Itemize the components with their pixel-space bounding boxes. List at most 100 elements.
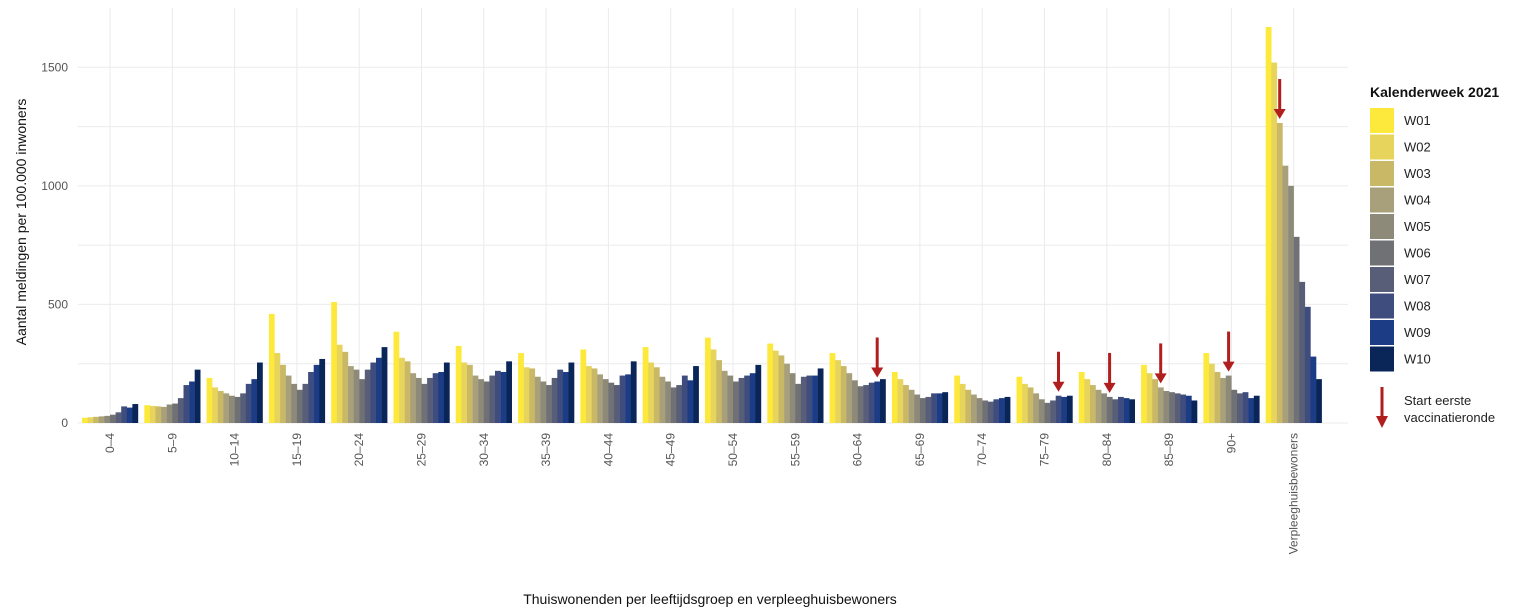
bar bbox=[665, 381, 671, 423]
bar bbox=[132, 404, 139, 423]
bar bbox=[342, 351, 349, 423]
bar bbox=[1265, 26, 1272, 423]
bar bbox=[251, 379, 258, 423]
x-tick-label: 55–59 bbox=[788, 433, 802, 467]
legend-label: W09 bbox=[1404, 325, 1431, 340]
x-tick-label: 25–29 bbox=[415, 433, 429, 467]
bar bbox=[1316, 379, 1322, 423]
bar bbox=[868, 382, 875, 423]
bar bbox=[467, 364, 473, 423]
bar bbox=[1174, 393, 1181, 423]
bar bbox=[897, 379, 904, 423]
bar bbox=[1220, 377, 1226, 423]
bar bbox=[738, 377, 745, 423]
bar bbox=[1090, 385, 1096, 423]
bar bbox=[1203, 353, 1210, 423]
y-axis-ticks: 0 500 1000 1500 bbox=[41, 60, 68, 430]
bar bbox=[274, 353, 281, 423]
bar bbox=[478, 379, 484, 423]
bar bbox=[257, 362, 263, 423]
x-tick-label: 30–34 bbox=[477, 433, 491, 467]
bar bbox=[744, 375, 750, 423]
bar bbox=[1248, 398, 1254, 423]
legend-label: W01 bbox=[1404, 113, 1431, 128]
bar bbox=[296, 389, 303, 423]
bar bbox=[1253, 395, 1260, 423]
bar bbox=[800, 376, 807, 423]
x-axis-title: Thuiswonenden per leeftijdsgroep en verp… bbox=[523, 591, 897, 607]
bar bbox=[1129, 399, 1135, 423]
x-tick-label: 10–14 bbox=[228, 433, 242, 467]
bar bbox=[778, 355, 785, 423]
legend-swatch bbox=[1370, 214, 1394, 239]
bar bbox=[971, 394, 977, 423]
bar bbox=[812, 375, 818, 423]
legend-swatch bbox=[1370, 293, 1394, 319]
bar bbox=[421, 383, 428, 423]
bar bbox=[987, 401, 994, 423]
bar bbox=[144, 405, 151, 423]
bar bbox=[919, 398, 926, 423]
bar bbox=[1106, 396, 1113, 423]
bar bbox=[1237, 393, 1243, 423]
bar bbox=[1157, 387, 1164, 423]
x-tick-label: Verpleeghuisbewoners bbox=[1287, 433, 1301, 554]
y-tick-label: 500 bbox=[48, 297, 68, 311]
legend-items: W01 W02 W03 W04 W05 W06 W07 W08 W09 W10 bbox=[1370, 108, 1431, 372]
bar bbox=[1055, 395, 1062, 423]
arrows-layer bbox=[871, 79, 1286, 393]
bar bbox=[705, 337, 711, 423]
bar bbox=[285, 375, 292, 423]
bar bbox=[1276, 123, 1283, 423]
legend-label: W04 bbox=[1404, 193, 1431, 208]
bar bbox=[931, 393, 937, 423]
bar bbox=[710, 349, 717, 423]
bar bbox=[149, 405, 156, 423]
bar bbox=[880, 379, 886, 423]
bar bbox=[693, 366, 699, 423]
legend-label: W03 bbox=[1404, 166, 1431, 181]
bar bbox=[993, 399, 1000, 423]
bar bbox=[580, 349, 587, 423]
bar bbox=[1299, 281, 1306, 423]
bar bbox=[602, 379, 609, 423]
bar bbox=[653, 367, 660, 423]
bar bbox=[427, 377, 433, 423]
bar bbox=[268, 313, 275, 423]
bar bbox=[608, 382, 615, 423]
x-tick-label: 80–84 bbox=[1100, 433, 1114, 467]
bar bbox=[1112, 399, 1119, 423]
bar bbox=[1004, 396, 1011, 423]
bar bbox=[1225, 375, 1232, 423]
bar bbox=[1191, 400, 1198, 423]
legend-label: W08 bbox=[1404, 299, 1431, 314]
bar bbox=[914, 394, 921, 423]
bar bbox=[234, 396, 241, 423]
bar bbox=[586, 366, 592, 423]
bar bbox=[562, 372, 569, 423]
bar bbox=[835, 360, 841, 423]
vaccination-arrow-icon bbox=[1154, 373, 1167, 384]
bar bbox=[625, 374, 631, 423]
bar bbox=[681, 375, 688, 423]
bar bbox=[1022, 383, 1028, 423]
bar bbox=[999, 398, 1005, 423]
bar bbox=[1118, 396, 1124, 423]
bar bbox=[614, 385, 620, 423]
bar bbox=[1038, 399, 1045, 423]
bar bbox=[229, 395, 235, 423]
bar bbox=[1123, 398, 1130, 423]
bar bbox=[1231, 389, 1238, 423]
bar bbox=[1033, 393, 1040, 423]
x-tick-label: 65–69 bbox=[913, 433, 927, 467]
x-tick-label: 90+ bbox=[1224, 433, 1238, 453]
bar bbox=[189, 381, 195, 423]
bar bbox=[381, 347, 388, 423]
legend-swatch bbox=[1370, 267, 1394, 292]
legend-swatch bbox=[1370, 320, 1394, 345]
legend-arrow-label: Start eerste vaccinatieronde bbox=[1404, 393, 1495, 425]
bar bbox=[443, 362, 450, 423]
bar bbox=[1016, 376, 1023, 423]
bar bbox=[223, 393, 230, 423]
legend-swatch bbox=[1370, 161, 1394, 186]
